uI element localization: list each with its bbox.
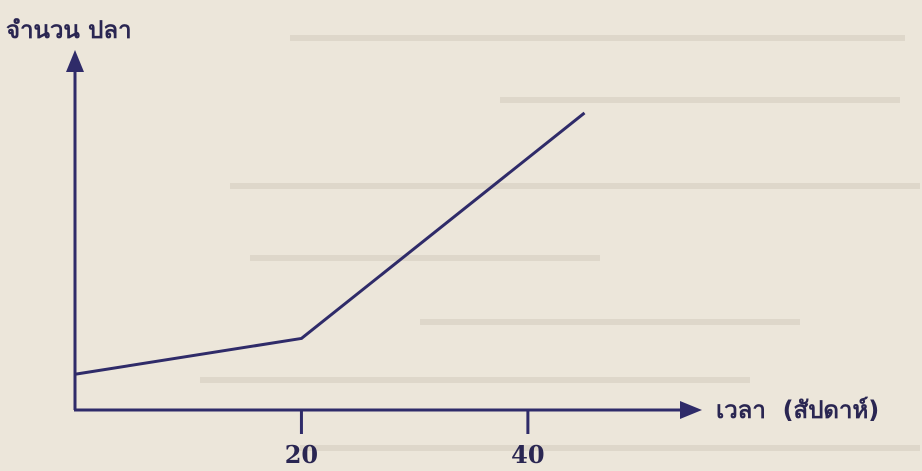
x-tick-label-40: 40 <box>511 440 544 469</box>
series-group <box>74 111 586 376</box>
x-tick-label-20: 20 <box>285 440 318 469</box>
series-line-0 <box>74 111 586 376</box>
background-texture <box>200 35 920 451</box>
x-ticks: 20 40 <box>285 410 545 469</box>
x-axis-label: เวลา (สัปดาห์) <box>716 396 879 424</box>
axes <box>66 50 702 419</box>
y-axis-label: จำนวน ปลา <box>6 16 132 44</box>
y-axis-arrowhead <box>66 50 84 72</box>
x-axis-arrowhead <box>680 401 702 419</box>
